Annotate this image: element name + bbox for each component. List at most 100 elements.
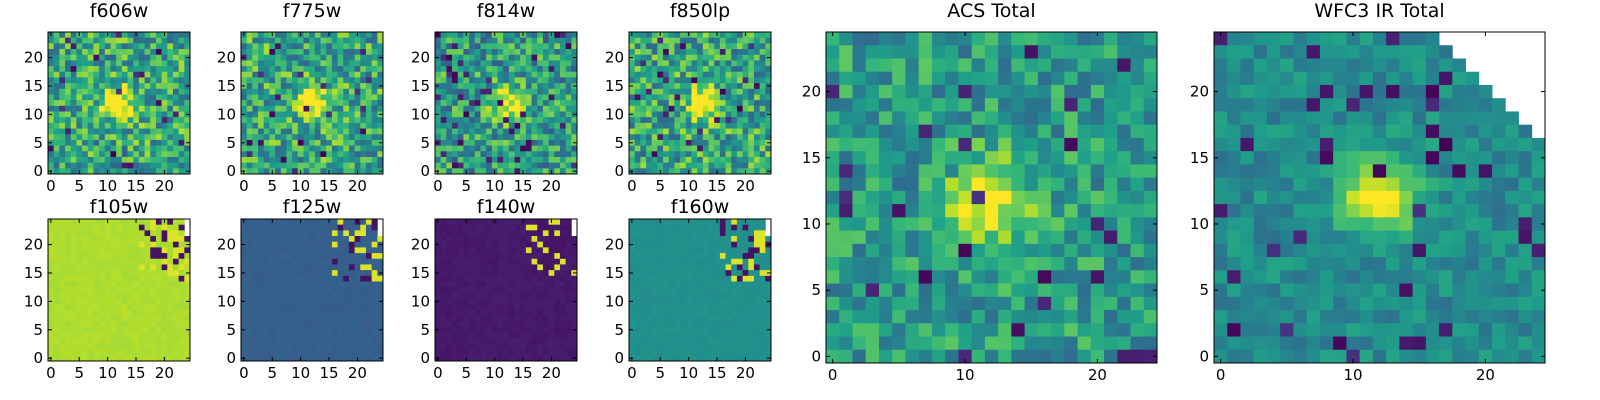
heatmap-cell — [258, 349, 265, 356]
heatmap-cell — [53, 88, 60, 95]
heatmap-cell — [657, 105, 664, 112]
heatmap-cell — [674, 292, 681, 299]
heatmap-cell — [303, 275, 310, 282]
heatmap-cell — [326, 315, 333, 322]
heatmap-cell — [70, 332, 77, 339]
x-tick-label: 15 — [513, 364, 532, 382]
heatmap-cell — [514, 43, 521, 50]
heatmap-cell — [486, 224, 493, 231]
heatmap-cell — [731, 287, 738, 294]
heatmap-cell — [53, 162, 60, 169]
heatmap-cell — [343, 60, 350, 67]
heatmap-cell — [343, 105, 350, 112]
heatmap-cell — [520, 162, 527, 169]
heatmap-cell — [76, 49, 83, 56]
heatmap-cell — [469, 241, 476, 248]
heatmap-cell — [759, 219, 766, 226]
heatmap-cell — [150, 162, 157, 169]
heatmap-cell — [138, 122, 145, 129]
heatmap-cell — [252, 309, 259, 316]
heatmap-cell — [446, 83, 453, 90]
heatmap-cell — [486, 247, 493, 254]
heatmap-cell — [663, 298, 670, 305]
heatmap-cell — [708, 145, 715, 152]
heatmap-cell — [680, 281, 687, 288]
heatmap-cell — [457, 230, 464, 237]
heatmap-cell — [680, 156, 687, 164]
heatmap-cell — [435, 117, 442, 124]
heatmap-cell — [668, 43, 675, 50]
heatmap-cell — [314, 241, 321, 248]
heatmap-cell — [70, 275, 77, 282]
heatmap-cell — [82, 298, 89, 305]
heatmap-cell — [486, 111, 493, 118]
heatmap-cell — [99, 54, 106, 61]
heatmap-cell — [178, 111, 185, 118]
heatmap-cell — [292, 77, 299, 84]
heatmap-cell — [343, 343, 350, 351]
heatmap-cell — [360, 236, 367, 243]
heatmap-cell — [354, 37, 361, 44]
heatmap-cell — [651, 111, 658, 118]
heatmap-cell — [133, 71, 140, 78]
heatmap-cell — [463, 134, 470, 141]
heatmap-cell — [59, 128, 66, 135]
heatmap-cell — [127, 156, 134, 164]
heatmap-cell — [93, 168, 100, 175]
heatmap-cell — [520, 100, 527, 107]
heatmap-cell — [343, 309, 350, 316]
heatmap-cell — [571, 71, 578, 78]
heatmap-cell — [360, 156, 367, 164]
heatmap-cell — [725, 304, 732, 311]
heatmap-cell — [365, 43, 373, 50]
heatmap-cell — [708, 236, 715, 243]
heatmap-cell — [110, 162, 117, 169]
heatmap-cell — [184, 43, 191, 50]
heatmap-cell — [246, 253, 253, 260]
heatmap-cell — [116, 77, 123, 84]
heatmap-cell — [48, 230, 55, 237]
heatmap-cell — [725, 258, 732, 265]
heatmap-cell — [246, 139, 253, 146]
heatmap-cell — [503, 275, 510, 282]
heatmap-cell — [53, 343, 60, 351]
heatmap-cell — [731, 122, 738, 129]
heatmap-cell — [736, 253, 743, 260]
heatmap-cell — [525, 37, 532, 44]
heatmap-cell — [651, 100, 658, 107]
heatmap-cell — [457, 253, 464, 260]
heatmap-cell — [680, 71, 687, 78]
heatmap-cell — [309, 281, 316, 288]
heatmap-cell — [691, 287, 698, 294]
heatmap-cell — [93, 355, 100, 362]
heatmap-cell — [674, 145, 681, 152]
heatmap-cell — [634, 247, 641, 254]
heatmap-cell — [537, 326, 544, 333]
heatmap-cell — [121, 219, 128, 226]
heatmap-cell — [99, 264, 106, 271]
heatmap-cell — [48, 43, 55, 50]
heatmap-cell — [360, 309, 367, 316]
heatmap-cell — [263, 105, 270, 112]
heatmap-cell — [150, 275, 157, 282]
heatmap-cell — [753, 111, 761, 118]
heatmap-cell — [525, 156, 532, 164]
heatmap-cell — [525, 298, 532, 305]
heatmap-cell — [275, 105, 282, 112]
heatmap-cell — [765, 37, 772, 44]
heatmap-cell — [531, 77, 538, 84]
heatmap-cell — [76, 162, 83, 169]
heatmap-cell — [280, 105, 287, 112]
heatmap-cell — [360, 37, 367, 44]
heatmap-cell — [702, 156, 709, 164]
heatmap-cell — [337, 326, 344, 333]
heatmap-cell — [326, 343, 333, 351]
heatmap-cell — [104, 343, 111, 351]
heatmap-cell — [571, 43, 578, 50]
heatmap-cell — [629, 66, 636, 73]
heatmap-cell — [685, 292, 692, 299]
heatmap-cell — [269, 309, 276, 316]
heatmap-cell — [559, 270, 567, 277]
heatmap-cell — [503, 151, 510, 158]
heatmap-cell — [508, 66, 515, 73]
